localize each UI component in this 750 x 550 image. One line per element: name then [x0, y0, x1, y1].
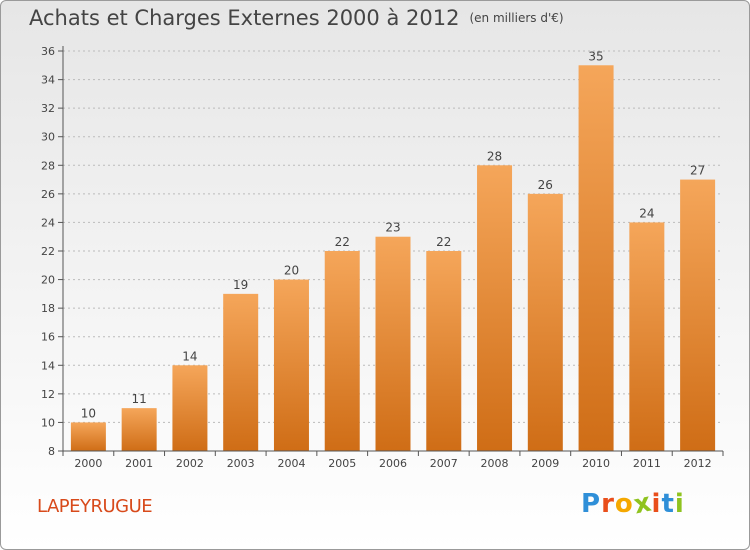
bars — [70, 65, 716, 452]
y-tick-label: 26 — [41, 188, 55, 201]
y-tick-label: 14 — [41, 359, 55, 372]
y-tick-label: 16 — [41, 331, 55, 344]
x-tick-label-2006: 2006 — [379, 457, 407, 470]
value-label-2008: 28 — [487, 149, 502, 163]
logo-letter: t — [661, 489, 675, 519]
axes — [58, 46, 724, 456]
y-tick-label: 36 — [41, 45, 55, 58]
x-tick-label-2003: 2003 — [227, 457, 255, 470]
value-label-2011: 24 — [639, 206, 654, 220]
proxiti-logo: Proxiti — [581, 487, 685, 520]
chart-title-block: Achats et Charges Externes 2000 à 2012 (e… — [29, 6, 564, 30]
commune-name: LAPEYRUGUE — [37, 496, 153, 517]
logo-letter: i — [674, 489, 685, 519]
value-label-2010: 35 — [588, 49, 603, 63]
bar-2001 — [121, 408, 157, 451]
y-tick-label: 10 — [41, 416, 55, 429]
x-tick-label-2005: 2005 — [328, 457, 356, 470]
y-tick-label: 34 — [41, 74, 55, 87]
bar-2003 — [223, 293, 259, 451]
value-label-2005: 22 — [335, 235, 350, 249]
value-label-2004: 20 — [284, 264, 299, 278]
bar-2008 — [477, 165, 513, 452]
logo-letter: o — [614, 489, 634, 519]
y-tick-label: 30 — [41, 131, 55, 144]
bar-2010 — [578, 65, 614, 452]
x-tick-label-2002: 2002 — [176, 457, 204, 470]
y-tick-label: 32 — [41, 102, 55, 115]
logo-letter: P — [581, 489, 602, 519]
y-tick-label: 18 — [41, 302, 55, 315]
value-label-2009: 26 — [538, 178, 553, 192]
value-label-2006: 23 — [385, 221, 400, 235]
value-label-2012: 27 — [690, 164, 705, 178]
y-tick-label: 12 — [41, 388, 55, 401]
x-tick-label-2004: 2004 — [277, 457, 305, 470]
y-tick-label: 28 — [41, 159, 55, 172]
value-label-2007: 22 — [436, 235, 451, 249]
x-tick-label-2012: 2012 — [684, 457, 712, 470]
value-label-2000: 10 — [81, 406, 96, 420]
chart-title: Achats et Charges Externes 2000 à 2012 — [29, 6, 460, 30]
x-tick-label-2008: 2008 — [481, 457, 509, 470]
x-tick-label-2000: 2000 — [74, 457, 102, 470]
bar-2002 — [172, 365, 208, 451]
x-tick-label-2011: 2011 — [633, 457, 661, 470]
bar-2011 — [629, 222, 665, 451]
bar-2007 — [426, 251, 462, 451]
bar-2006 — [375, 236, 411, 451]
bar-2000 — [70, 422, 106, 451]
x-tick-label-2010: 2010 — [582, 457, 610, 470]
bar-2012 — [680, 179, 716, 452]
y-tick-label: 20 — [41, 274, 55, 287]
logo-letter: i — [651, 489, 662, 519]
y-tick-label: 8 — [48, 445, 55, 458]
bar-2009 — [527, 193, 563, 451]
x-tick-label-2001: 2001 — [125, 457, 153, 470]
value-label-2002: 14 — [182, 349, 197, 363]
x-tick-label-2009: 2009 — [531, 457, 559, 470]
chart-unit: (en milliers d'€) — [469, 11, 564, 25]
y-tick-label: 24 — [41, 216, 55, 229]
x-tick-label-2007: 2007 — [430, 457, 458, 470]
value-label-2003: 19 — [233, 278, 248, 292]
labels: 8 10 12 14 16 18 20 22 24 26 28 30 32 34 36 10 2000 11 200… — [41, 45, 712, 470]
value-label-2001: 11 — [132, 392, 147, 406]
y-tick-label: 22 — [41, 245, 55, 258]
bar-2004 — [273, 279, 309, 451]
bar-2005 — [324, 251, 360, 451]
logo-letter: r — [601, 489, 615, 519]
